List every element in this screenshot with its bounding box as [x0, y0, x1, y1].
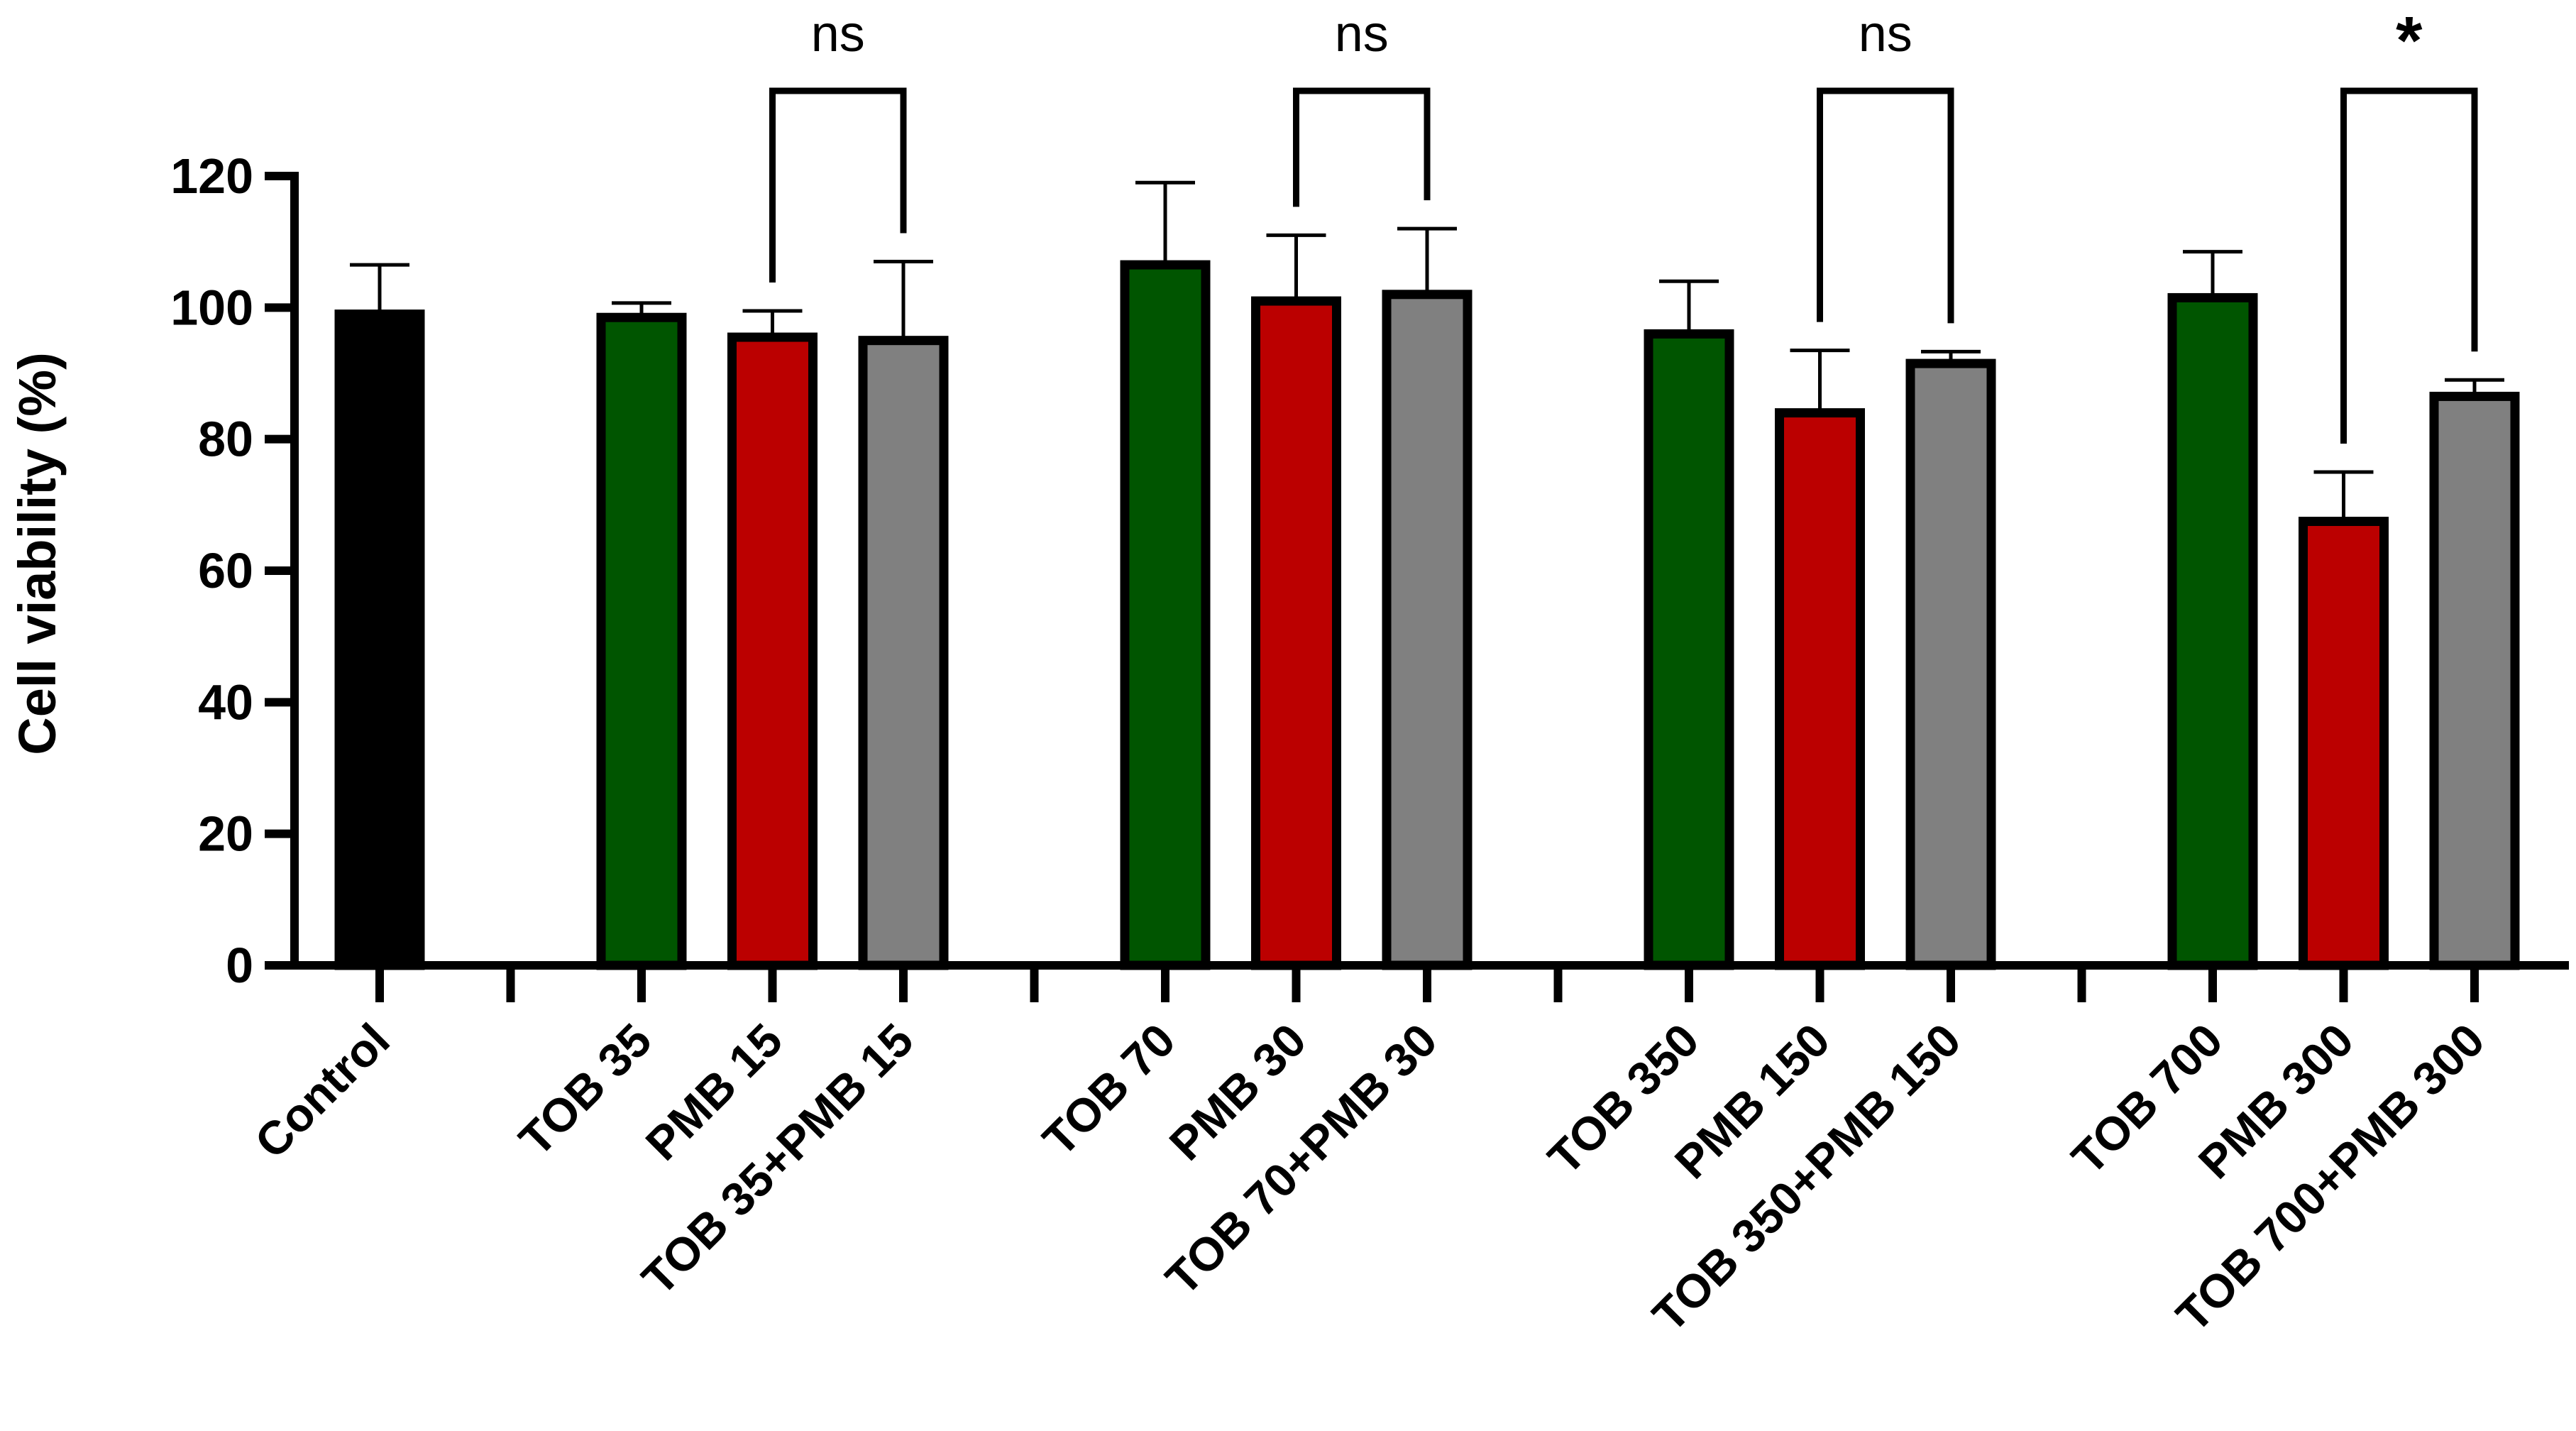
- significance-annotations-group: ns ns ns *: [769, 3, 2478, 444]
- x-tick-label-tob-70: TOB 70: [1033, 1014, 1185, 1166]
- bar-pmb-30: [1251, 296, 1341, 970]
- significance-label-1: ns: [811, 6, 865, 62]
- bars-group: [334, 260, 2520, 970]
- bar-pmb-15: [727, 332, 818, 970]
- y-tick-label-0: 0: [226, 938, 253, 993]
- bar-tob-70-plus-pmb-30: [1382, 290, 1473, 970]
- bar-tob-350-plus-pmb-150: [1905, 358, 1996, 970]
- y-tick-label-60: 60: [198, 543, 253, 598]
- x-tick-label-control: Control: [245, 1014, 400, 1168]
- y-tick-label-20: 20: [198, 806, 253, 862]
- significance-label-4: *: [2396, 3, 2423, 79]
- bar-tob-700-plus-pmb-300: [2429, 391, 2520, 970]
- bar-tob-35-plus-pmb-15: [858, 336, 949, 970]
- y-tick-label-80: 80: [198, 412, 253, 467]
- y-tick-label-100: 100: [170, 280, 253, 335]
- significance-bracket-3: [1817, 87, 1954, 324]
- x-tick-label-tob-35: TOB 35: [509, 1014, 661, 1166]
- significance-bracket-4: [2340, 87, 2478, 444]
- error-bars-group: [350, 180, 2504, 522]
- y-tick-label-40: 40: [198, 674, 253, 730]
- bar-pmb-300: [2299, 517, 2389, 970]
- bar-control: [334, 309, 425, 970]
- bar-tob-350: [1644, 329, 1734, 970]
- bar-pmb-150: [1775, 408, 1865, 970]
- significance-label-2: ns: [1335, 6, 1389, 62]
- significance-bracket-2: [1293, 87, 1431, 207]
- bar-tob-35: [596, 312, 687, 970]
- y-axis-label: Cell viability (%): [8, 352, 67, 755]
- bar-tob-700: [2167, 292, 2258, 970]
- significance-label-3: ns: [1859, 6, 1912, 62]
- bar-tob-70: [1120, 260, 1211, 970]
- y-tick-label-120: 120: [170, 148, 253, 204]
- significance-bracket-1: [769, 87, 907, 283]
